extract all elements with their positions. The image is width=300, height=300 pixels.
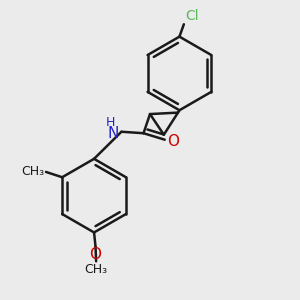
Text: N: N <box>107 126 118 141</box>
Text: H: H <box>106 116 115 129</box>
Text: Cl: Cl <box>185 9 199 23</box>
Text: O: O <box>89 248 101 262</box>
Text: CH₃: CH₃ <box>85 263 108 276</box>
Text: CH₃: CH₃ <box>21 165 44 178</box>
Text: O: O <box>167 134 179 149</box>
